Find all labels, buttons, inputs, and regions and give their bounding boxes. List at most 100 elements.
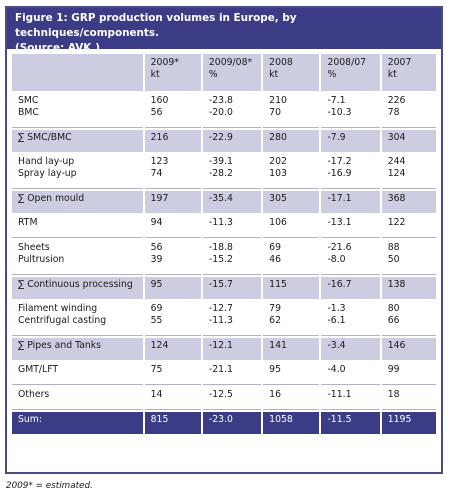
change-2008-07: -11.5	[327, 414, 352, 425]
value-2008: 210	[269, 95, 287, 106]
table-row: Hand lay-up Spray lay-up 123 74 -39.1 -28.2 20…	[12, 154, 436, 189]
row-label: ∑ Pipes and Tanks	[18, 340, 102, 351]
table-row: SMC BMC 160 56 -23.8 -20.0 210 70 -7.1 -10.3 226 78	[12, 93, 436, 128]
value-2007-cell: 1195	[381, 412, 436, 434]
value-2008-cell: 115	[263, 277, 320, 299]
value-2008: 79	[269, 303, 282, 314]
change-2009-08-cell: -12.7 -11.3	[202, 301, 262, 336]
change-2009-08-cell: -12.1	[202, 338, 262, 360]
change-2008-07-cell: -13.1	[321, 215, 380, 238]
value-2008-cell: 202 103	[263, 154, 320, 189]
value-2007-cell: 244 124	[381, 154, 436, 189]
change-2009-08: -35.4	[208, 193, 233, 204]
change-2009-08: -22.9	[208, 132, 233, 143]
subtotal-row: ∑ Continuous processing 95 -15.7 115 -16.7 13…	[12, 277, 436, 299]
value-2007: 244	[387, 156, 406, 167]
row-label: GMT/LFT	[18, 364, 59, 375]
change-2008-07: -7.9	[327, 132, 346, 143]
value-2009: 14	[150, 389, 163, 400]
value-2007: 1195	[387, 414, 412, 425]
value-2008: 202	[269, 156, 287, 167]
value-2008: 106	[269, 217, 287, 228]
change-2008-07-cell: -17.2 -16.9	[321, 154, 380, 189]
value-2008: 95	[269, 364, 282, 375]
change-2008-07: -17.2	[327, 156, 352, 167]
change-2009-08-cell: -23.0	[202, 412, 262, 434]
change-2009-08-cell: -22.9	[202, 130, 262, 152]
value-2008-cell: 141	[263, 338, 320, 360]
value-2009: 74	[150, 168, 163, 180]
row-label-cell: RTM	[12, 215, 143, 238]
value-2007: 124	[387, 168, 406, 180]
value-2009: 197	[150, 193, 169, 204]
value-2007: 226	[387, 95, 406, 106]
header-label: 2008	[269, 57, 293, 68]
change-2009-08-cell: -11.3	[202, 215, 262, 238]
value-2007-cell: 99	[381, 362, 436, 385]
row-label-cell: GMT/LFT	[12, 362, 143, 385]
value-2009: 95	[150, 279, 163, 290]
table-header-row: 2009* kt 2009/08* % 2008 kt 2008/07 % 20…	[12, 54, 436, 91]
subtotal-row: ∑ SMC/BMC 216 -22.9 280 -7.9 304	[12, 130, 436, 152]
value-2007: 138	[387, 279, 406, 290]
change-2009-08: -39.1	[208, 156, 233, 167]
value-2007-cell: 88 50	[381, 240, 436, 275]
row-label: Spray lay-up	[18, 168, 77, 180]
change-2009-08-cell: -39.1 -28.2	[202, 154, 262, 189]
value-2009-cell: 75	[144, 362, 201, 385]
change-2008-07-cell: -7.1 -10.3	[321, 93, 380, 128]
change-2008-07-cell: -11.5	[321, 412, 380, 434]
value-2009-cell: 216	[144, 130, 201, 152]
change-2008-07: -11.1	[327, 389, 352, 400]
change-2008-07: -16.9	[327, 168, 352, 180]
row-label: ∑ Continuous processing	[18, 279, 133, 290]
value-2009-cell: 56 39	[144, 240, 201, 275]
production-volumes-table: 2009* kt 2009/08* % 2008 kt 2008/07 % 20…	[10, 52, 438, 436]
row-label-cell: ∑ Continuous processing	[12, 277, 143, 299]
header-unit: kt	[269, 69, 279, 81]
value-2007-cell: 138	[381, 277, 436, 299]
row-label: Pultrusion	[18, 254, 65, 266]
value-2007: 80	[387, 303, 400, 314]
header-cell-2009-08: 2009/08* %	[202, 54, 262, 91]
value-2009: 55	[150, 315, 163, 327]
row-label-cell: SMC BMC	[12, 93, 143, 128]
change-2009-08: -23.0	[208, 414, 233, 425]
value-2008-cell: 210 70	[263, 93, 320, 128]
change-2008-07: -16.7	[327, 279, 352, 290]
change-2009-08: -12.7	[208, 303, 233, 314]
value-2007-cell: 304	[381, 130, 436, 152]
table-row: GMT/LFT 75 -21.1 95 -4.0 99	[12, 362, 436, 385]
value-2008: 141	[269, 340, 287, 351]
header-unit: %	[327, 69, 337, 81]
value-2007-cell: 146	[381, 338, 436, 360]
value-2009: 56	[150, 242, 163, 253]
value-2008: 69	[269, 242, 282, 253]
change-2008-07: -4.0	[327, 364, 346, 375]
value-2008: 46	[269, 254, 282, 266]
value-2007: 88	[387, 242, 400, 253]
value-2008: 115	[269, 279, 287, 290]
value-2007: 78	[387, 107, 400, 119]
table-row: Filament winding Centrifugal casting 69 55-…	[12, 301, 436, 336]
change-2009-08: -21.1	[208, 364, 233, 375]
change-2009-08-cell: -18.8 -15.2	[202, 240, 262, 275]
value-2009-cell: 815	[144, 412, 201, 434]
value-2009-cell: 123 74	[144, 154, 201, 189]
subtotal-row: ∑ Pipes and Tanks 124 -12.1 141 -3.4 146	[12, 338, 436, 360]
change-2009-08: -15.7	[208, 279, 233, 290]
header-unit: kt	[387, 69, 397, 81]
value-2009-cell: 69 55	[144, 301, 201, 336]
value-2008-cell: 69 46	[263, 240, 320, 275]
row-label-cell: ∑ Pipes and Tanks	[12, 338, 143, 360]
change-2008-07-cell: -7.9	[321, 130, 380, 152]
value-2009: 216	[150, 132, 169, 143]
row-label-cell: Sum:	[12, 412, 143, 434]
value-2008-cell: 1058	[263, 412, 320, 434]
total-row: Sum: 815 -23.0 1058 -11.5 1195	[12, 412, 436, 434]
value-2009-cell: 94	[144, 215, 201, 238]
value-2008-cell: 79 62	[263, 301, 320, 336]
change-2008-07: -7.1	[327, 95, 346, 106]
value-2008-cell: 95	[263, 362, 320, 385]
value-2008: 280	[269, 132, 287, 143]
